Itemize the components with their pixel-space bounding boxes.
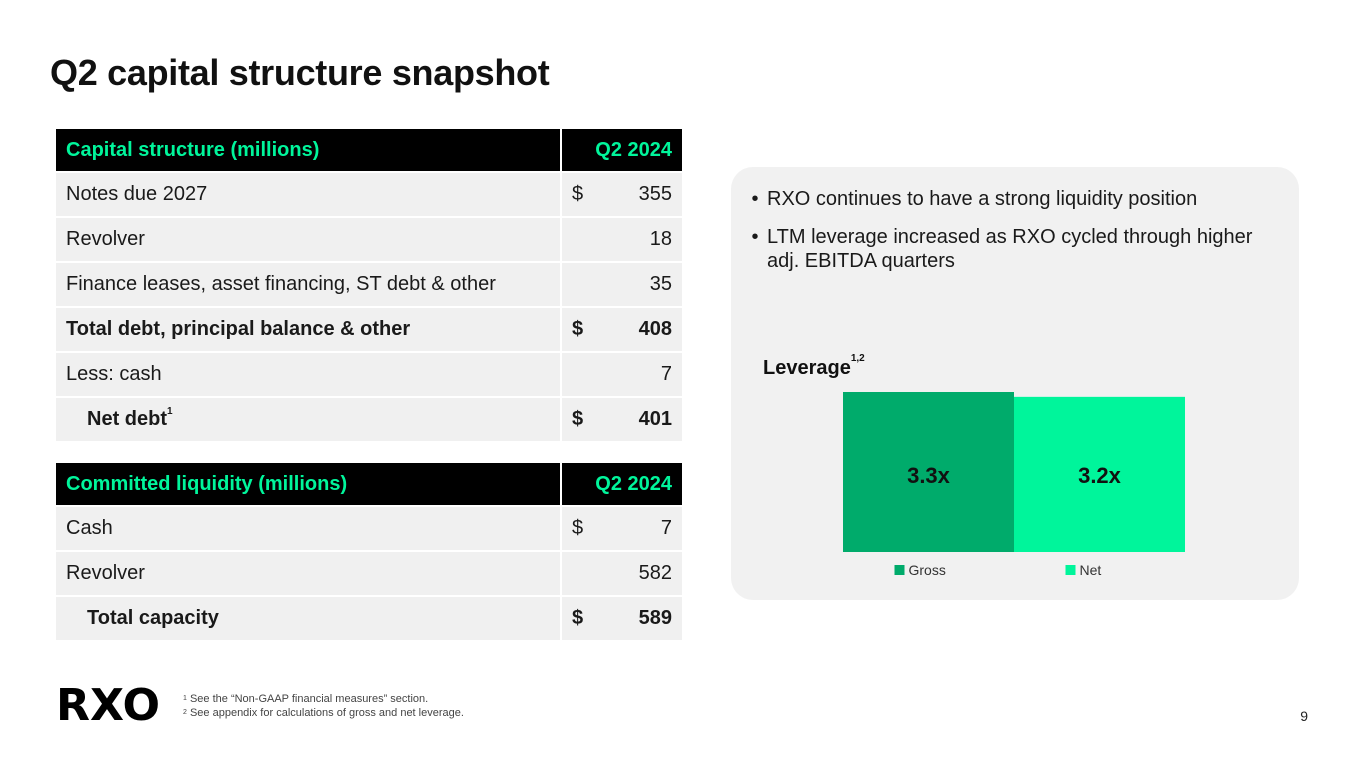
row-value: 7 — [661, 363, 672, 385]
row-label: Revolver — [56, 216, 560, 261]
row-label: Revolver — [56, 550, 560, 595]
legend-swatch-net — [1066, 565, 1076, 575]
row-label: Cash — [56, 505, 560, 550]
row-value-cell: 35 — [560, 261, 682, 306]
committed-liquidity-header: Committed liquidity (millions) Q2 2024 — [56, 463, 682, 505]
row-label: Total debt, principal balance & other — [56, 306, 560, 351]
row-value-cell: 7 — [560, 351, 682, 396]
row-value-cell: $589 — [560, 595, 682, 640]
legend-label-net: Net — [1080, 562, 1102, 578]
table-row: Revolver 18 — [56, 216, 682, 261]
table-row: Less: cash 7 — [56, 351, 682, 396]
page-number: 9 — [1300, 708, 1308, 724]
table-row: Cash $7 — [56, 505, 682, 550]
data-label-gross: 3.3x — [907, 463, 951, 488]
committed-liquidity-header-label: Committed liquidity (millions) — [56, 463, 560, 505]
footnote-2: 2 See appendix for calculations of gross… — [183, 706, 464, 720]
table-row: Notes due 2027 $355 — [56, 171, 682, 216]
table-row: Revolver 582 — [56, 550, 682, 595]
row-value-cell: 18 — [560, 216, 682, 261]
capital-structure-table: Capital structure (millions) Q2 2024 Not… — [56, 129, 682, 441]
row-value: 401 — [639, 408, 672, 430]
page-title: Q2 capital structure snapshot — [50, 52, 549, 94]
row-value: 18 — [650, 228, 672, 250]
capital-structure-header-label: Capital structure (millions) — [56, 129, 560, 171]
logo-text: RXO — [56, 684, 160, 722]
currency-symbol: $ — [572, 183, 583, 206]
footnotes: 1 See the “Non-GAAP financial measures” … — [183, 692, 464, 720]
committed-liquidity-table: Committed liquidity (millions) Q2 2024 C… — [56, 463, 682, 640]
capital-structure-header-period: Q2 2024 — [560, 129, 682, 171]
row-value-cell: 582 — [560, 550, 682, 595]
capital-structure-header: Capital structure (millions) Q2 2024 — [56, 129, 682, 171]
row-label-cell: Net debt1 — [56, 396, 560, 441]
footnote-text: See the “Non-GAAP financial measures” se… — [190, 693, 428, 705]
row-value-cell: $355 — [560, 171, 682, 216]
row-value-cell: $408 — [560, 306, 682, 351]
rxo-logo: RXO — [56, 684, 160, 722]
footnote-number: 2 — [183, 709, 187, 716]
leverage-panel: • RXO continues to have a strong liquidi… — [731, 167, 1299, 600]
currency-symbol: $ — [572, 408, 583, 431]
table-row-total-capacity: Total capacity $589 — [56, 595, 682, 640]
table-row-net-debt: Net debt1 $401 — [56, 396, 682, 441]
row-label: Finance leases, asset financing, ST debt… — [56, 261, 560, 306]
leverage-chart: 3.3x Gross 3.2x Net — [731, 167, 1299, 600]
footnote-1: 1 See the “Non-GAAP financial measures” … — [183, 692, 464, 706]
footnote-text: See appendix for calculations of gross a… — [190, 707, 464, 719]
row-value: 589 — [639, 607, 672, 629]
table-row-total-debt: Total debt, principal balance & other $4… — [56, 306, 682, 351]
row-value: 408 — [639, 318, 672, 340]
legend-label-gross: Gross — [909, 562, 946, 578]
row-label: Total capacity — [56, 595, 560, 640]
currency-symbol: $ — [572, 607, 583, 630]
row-value: 582 — [639, 562, 672, 584]
row-label: Net debt — [87, 408, 167, 430]
data-label-net: 3.2x — [1078, 463, 1122, 488]
row-label: Notes due 2027 — [56, 171, 560, 216]
committed-liquidity-header-period: Q2 2024 — [560, 463, 682, 505]
row-value: 7 — [661, 517, 672, 539]
row-label: Less: cash — [56, 351, 560, 396]
row-value-cell: $7 — [560, 505, 682, 550]
currency-symbol: $ — [572, 318, 583, 341]
legend-swatch-gross — [895, 565, 905, 575]
table-row: Finance leases, asset financing, ST debt… — [56, 261, 682, 306]
footnote-number: 1 — [183, 695, 187, 702]
row-value: 35 — [650, 273, 672, 295]
currency-symbol: $ — [572, 517, 583, 540]
row-value-cell: $401 — [560, 396, 682, 441]
footnote-marker: 1 — [167, 406, 173, 417]
row-value: 355 — [639, 183, 672, 205]
